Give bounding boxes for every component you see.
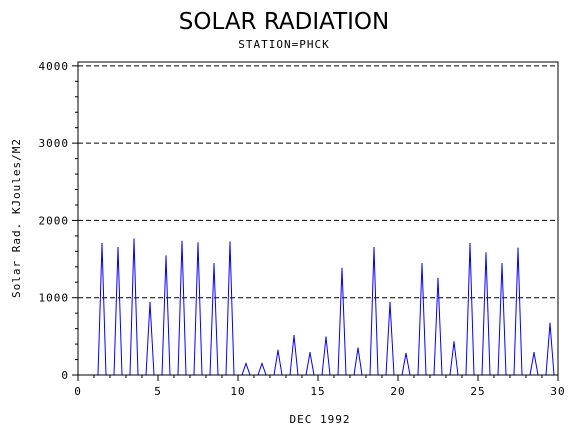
grid-lines [78,65,558,299]
data-point [389,301,391,303]
x-tick-label: 5 [154,385,162,398]
data-point [325,336,327,338]
y-tick-label: 1000 [39,292,70,305]
y-tick-label: 2000 [39,214,70,227]
data-point [197,242,199,244]
data-point [261,362,263,365]
data-point [181,240,183,242]
chart-subtitle: STATION=PHCK [238,38,329,51]
data-point [277,349,279,351]
data-point [117,246,119,249]
data-point [229,241,231,243]
data-point [469,243,471,245]
data-point [373,246,375,249]
x-tick-label: 30 [550,385,565,398]
data-point [341,267,343,269]
data-series [97,238,555,376]
data-point [485,252,487,254]
data-point [165,255,167,257]
series-line-0 [97,238,555,376]
data-point [453,341,455,343]
y-axis: 0 1000 2000 3000 4000 [39,60,78,382]
data-point [133,238,135,240]
data-point [245,362,247,365]
data-point [421,263,423,265]
data-point [101,243,103,245]
plot-frame [77,61,559,376]
x-tick-label: 0 [74,385,82,398]
data-point [357,347,359,349]
data-point [517,247,519,249]
data-point [149,301,151,303]
data-point [501,263,503,265]
y-tick-label: 3000 [39,137,70,150]
data-point [293,334,295,337]
x-tick-label: 25 [470,385,485,398]
y-axis-label: Solar Rad. KJoules/M2 [10,138,23,298]
x-tick-label: 10 [230,385,245,398]
data-point [549,322,551,324]
x-tick-label: 20 [390,385,405,398]
y-tick-label: 4000 [39,60,70,73]
chart-title: SOLAR RADIATION [179,9,389,35]
x-tick-label: 15 [310,385,325,398]
y-tick-label: 0 [61,369,69,382]
x-axis: 0 5 10 15 20 25 30 [74,375,565,398]
data-point [533,351,535,354]
data-point [309,351,311,354]
data-point [213,263,215,265]
data-point [405,352,407,354]
x-axis-label: DEC 1992 [290,413,351,426]
data-point [437,277,439,279]
